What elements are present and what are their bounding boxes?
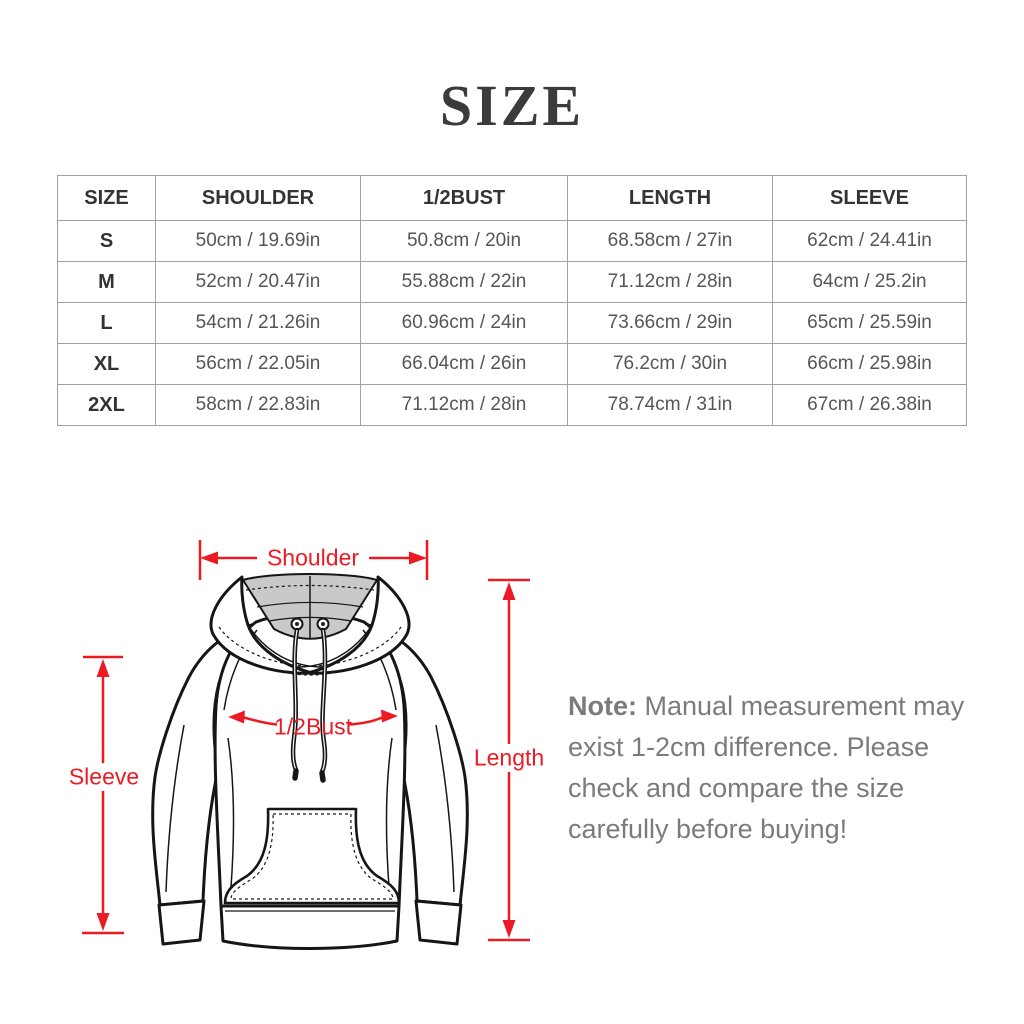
sleeve-dimension-label: Sleeve xyxy=(68,763,140,790)
half-bust-dimension-label: 1/2Bust xyxy=(274,713,352,740)
right-drawstring-highlight xyxy=(321,629,326,773)
length-value: 71.12cm / 28in xyxy=(567,261,773,303)
size-table: SIZE SHOULDER 1/2BUST LENGTH SLEEVE S 50… xyxy=(57,175,967,426)
bust-value: 71.12cm / 28in xyxy=(360,384,568,426)
size-label: M xyxy=(57,261,156,303)
size-label: S xyxy=(57,220,156,262)
collar-left-fold-line xyxy=(247,624,327,668)
note-line-1: Manual measurement may xyxy=(644,691,965,721)
note-line-2: exist 1-2cm difference. Please xyxy=(568,732,930,762)
half-bust-arrow xyxy=(228,709,398,726)
collar-right-stitch xyxy=(309,626,402,667)
table-header-row: SIZE SHOULDER 1/2BUST LENGTH SLEEVE xyxy=(57,175,967,221)
length-dimension-label: Length xyxy=(473,744,545,771)
note-label: Note: xyxy=(568,691,637,721)
left-side-crease xyxy=(227,737,235,901)
shoulder-arrow xyxy=(198,540,429,580)
bust-value: 66.04cm / 26in xyxy=(360,343,568,385)
kangaroo-pocket xyxy=(223,807,401,905)
right-cuff xyxy=(414,899,463,946)
note-text: Note: Manual measurement may exist 1-2cm… xyxy=(568,686,968,850)
left-eyelet-hole xyxy=(295,622,299,626)
collar-right-fold xyxy=(306,575,411,675)
hoodie-sketch xyxy=(82,540,530,950)
length-arrow xyxy=(488,578,530,942)
column-header-shoulder: SHOULDER xyxy=(155,175,361,221)
shoulder-value: 50cm / 19.69in xyxy=(155,220,361,262)
table-row-l: L 54cm / 21.26in 60.96cm / 24in 73.66cm … xyxy=(57,302,967,344)
table-row-m: M 52cm / 20.47in 55.88cm / 22in 71.12cm … xyxy=(57,261,967,303)
shoulder-value: 58cm / 22.83in xyxy=(155,384,361,426)
column-header-length: LENGTH xyxy=(567,175,773,221)
left-sleeve-crease xyxy=(165,724,185,893)
note-line-3: check and compare the size xyxy=(568,773,905,803)
bust-value: 55.88cm / 22in xyxy=(360,261,568,303)
collar-right-fold-line xyxy=(293,624,373,668)
length-value: 76.2cm / 30in xyxy=(567,343,773,385)
hem-band xyxy=(219,904,401,950)
size-label: 2XL xyxy=(57,384,156,426)
sleeve-value: 67cm / 26.38in xyxy=(772,384,967,426)
column-header-sleeve: SLEEVE xyxy=(772,175,967,221)
hoodie-measurement-diagram: Shoulder 1/2Bust Length Sleeve xyxy=(60,520,560,1000)
column-header-size: SIZE xyxy=(57,175,156,221)
hood-lining-seam-1 xyxy=(256,601,364,608)
table-row-2xl: 2XL 58cm / 22.83in 71.12cm / 28in 78.74c… xyxy=(57,384,967,426)
left-drawstring-highlight xyxy=(292,629,298,771)
sleeve-value: 66cm / 25.98in xyxy=(772,343,967,385)
right-sleeve-crease xyxy=(435,724,455,893)
length-value: 78.74cm / 31in xyxy=(567,384,773,426)
length-value: 68.58cm / 27in xyxy=(567,220,773,262)
right-eyelet-hole xyxy=(321,622,325,626)
shoulder-dimension-label: Shoulder xyxy=(266,544,360,571)
page-title: SIZE xyxy=(439,73,585,138)
note-line-4: carefully before buying! xyxy=(568,814,848,844)
left-cuff xyxy=(157,899,206,946)
size-label: XL xyxy=(57,343,156,385)
size-label: L xyxy=(57,302,156,344)
shoulder-value: 54cm / 21.26in xyxy=(155,302,361,344)
left-aglet xyxy=(292,768,299,781)
sleeve-value: 64cm / 25.2in xyxy=(772,261,967,303)
sleeve-value: 65cm / 25.59in xyxy=(772,302,967,344)
bust-value: 50.8cm / 20in xyxy=(360,220,568,262)
collar-left-stitch xyxy=(218,626,311,667)
sleeve-value: 62cm / 24.41in xyxy=(772,220,967,262)
length-value: 73.66cm / 29in xyxy=(567,302,773,344)
shoulder-value: 56cm / 22.05in xyxy=(155,343,361,385)
shoulder-value: 52cm / 20.47in xyxy=(155,261,361,303)
right-aglet xyxy=(319,770,326,783)
hood-lining-stitch xyxy=(245,584,375,591)
hoodie-outline xyxy=(151,573,469,950)
bust-value: 60.96cm / 24in xyxy=(360,302,568,344)
hood-lining-seam-2 xyxy=(268,616,352,622)
sleeve-arrow xyxy=(82,655,124,935)
table-row-xl: XL 56cm / 22.05in 66.04cm / 26in 76.2cm … xyxy=(57,343,967,385)
column-header-bust: 1/2BUST xyxy=(360,175,568,221)
table-row-s: S 50cm / 19.69in 50.8cm / 20in 68.58cm /… xyxy=(57,220,967,262)
